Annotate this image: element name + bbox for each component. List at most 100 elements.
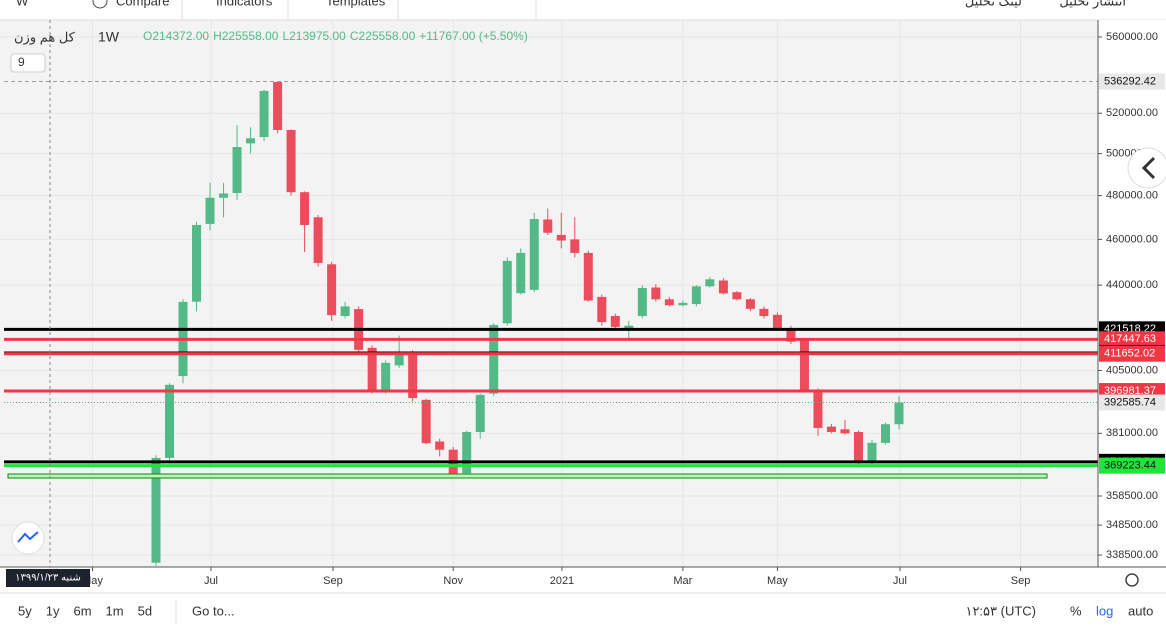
ohlc-value: H225558.00 bbox=[213, 29, 279, 43]
candle-body bbox=[205, 197, 215, 224]
scroll-button[interactable] bbox=[1127, 147, 1166, 189]
candle-body bbox=[462, 431, 472, 474]
candle-body bbox=[664, 299, 674, 306]
candle-body bbox=[475, 394, 485, 432]
candle-body bbox=[489, 324, 499, 394]
candle-body bbox=[273, 82, 283, 130]
y-tick-label: 338500.00 bbox=[1106, 549, 1158, 561]
x-tick-label: Sep bbox=[1011, 575, 1031, 587]
candle-body bbox=[624, 325, 634, 330]
toolbar-button[interactable]: انتشار تحلیل bbox=[1059, 0, 1126, 9]
toolbar-button[interactable]: W bbox=[16, 0, 29, 8]
price-label-box bbox=[1099, 457, 1165, 474]
candle-body bbox=[340, 306, 350, 317]
y-tick-label: 460000.00 bbox=[1106, 233, 1158, 245]
candle-body bbox=[853, 431, 863, 463]
x-tick-label: Mar bbox=[673, 575, 692, 587]
settings-icon[interactable] bbox=[1125, 573, 1139, 587]
range-button[interactable]: 1m bbox=[106, 603, 124, 618]
candle-body bbox=[745, 299, 755, 309]
candle-body bbox=[165, 384, 175, 458]
candle-body bbox=[732, 292, 742, 300]
candle-body bbox=[759, 308, 769, 317]
y-tick-label: 348500.00 bbox=[1106, 519, 1158, 531]
price-label-box bbox=[1099, 345, 1165, 362]
toolbar-button[interactable]: Indicators bbox=[216, 0, 273, 8]
price-label-box bbox=[1099, 394, 1165, 411]
candle-body bbox=[705, 279, 715, 287]
x-tick-label: Jul bbox=[893, 575, 907, 587]
y-tick-label: 480000.00 bbox=[1106, 190, 1158, 202]
scroll-arrow bbox=[1141, 156, 1156, 180]
y-tick-label: 560000.00 bbox=[1106, 31, 1158, 43]
candle-body bbox=[772, 314, 782, 330]
toolbar bbox=[0, 0, 1166, 20]
y-tick-label: 405000.00 bbox=[1106, 364, 1158, 376]
bottom-bar: 5y 1y 6m 1m 5d% log auto bbox=[18, 603, 1153, 618]
candle-body bbox=[691, 286, 701, 305]
range-button[interactable]: 6m bbox=[73, 603, 91, 618]
price-label: 369223.44 bbox=[1104, 460, 1156, 472]
candle-body bbox=[610, 316, 620, 327]
candle-body bbox=[367, 347, 377, 390]
date-label: شنبه ۱۳۹۹/۱/۲۳ bbox=[15, 573, 81, 584]
toolbar-button[interactable]: Templates bbox=[326, 0, 386, 8]
candle-body bbox=[394, 352, 404, 366]
price-axis bbox=[1098, 20, 1166, 567]
candle-body bbox=[826, 426, 836, 432]
time-axis bbox=[0, 567, 1166, 593]
price-label: 411652.02 bbox=[1104, 348, 1155, 360]
goto-button[interactable]: Go to... bbox=[192, 603, 235, 618]
x-tick-label: 2021 bbox=[550, 575, 574, 587]
candle-body bbox=[381, 362, 391, 390]
candle-body bbox=[867, 442, 877, 462]
plot bbox=[0, 20, 1098, 567]
counter-box[interactable] bbox=[10, 53, 46, 73]
price-label-box bbox=[1099, 73, 1165, 90]
range-button[interactable]: 1y bbox=[46, 603, 60, 618]
legend-symbol: کل هم وزن bbox=[14, 29, 76, 45]
clock[interactable]: ۱۲:۵۳ (UTC) bbox=[965, 603, 1036, 618]
price-label: 396981.37 bbox=[1104, 385, 1156, 397]
candle-body bbox=[678, 302, 688, 306]
scale-option[interactable]: % bbox=[1070, 603, 1082, 618]
candle-body bbox=[556, 234, 566, 241]
candle-body bbox=[651, 287, 661, 300]
candle-body bbox=[421, 399, 431, 444]
toolbar-button[interactable]: لینک تحلیل bbox=[965, 0, 1022, 8]
legend-ohlc: O214372.00 H225558.00 L213975.00 C225558.00… bbox=[143, 29, 528, 43]
scale-option[interactable]: auto bbox=[1128, 603, 1153, 618]
price-label: 417447.63 bbox=[1104, 333, 1156, 345]
candle-body bbox=[502, 260, 512, 324]
x-tick-label: Sep bbox=[323, 575, 343, 587]
candle-body bbox=[786, 328, 796, 342]
candle-body bbox=[840, 429, 850, 434]
y-tick-label: 440000.00 bbox=[1106, 279, 1158, 291]
candle-body bbox=[880, 424, 890, 443]
compare-icon bbox=[92, 0, 108, 9]
candle-body bbox=[219, 193, 229, 198]
counter: 9 bbox=[18, 55, 25, 69]
candle-body bbox=[259, 90, 269, 138]
price-label: 392585.74 bbox=[1104, 396, 1156, 408]
candle-body bbox=[813, 391, 823, 428]
candle-body bbox=[327, 264, 337, 316]
candle-body bbox=[232, 147, 242, 194]
price-label: 536292.42 bbox=[1104, 75, 1156, 87]
candle-body bbox=[286, 129, 296, 193]
candle-body bbox=[597, 296, 607, 323]
candle-body bbox=[151, 457, 161, 563]
range-button[interactable]: 5y bbox=[18, 603, 32, 618]
candle-body bbox=[516, 252, 526, 294]
range-button[interactable]: 5d bbox=[138, 603, 152, 618]
scale-option[interactable]: log bbox=[1096, 603, 1113, 618]
candle-body bbox=[313, 217, 323, 263]
legend-interval: 1W bbox=[98, 29, 120, 45]
x-tick-label: May bbox=[767, 575, 788, 587]
toolbar-button[interactable]: Compare bbox=[116, 0, 169, 8]
candle-body bbox=[300, 192, 310, 225]
ohlc-value: L213975.00 bbox=[282, 29, 346, 43]
ohlc-value: O214372.00 bbox=[143, 29, 209, 43]
candle-body bbox=[529, 219, 539, 290]
